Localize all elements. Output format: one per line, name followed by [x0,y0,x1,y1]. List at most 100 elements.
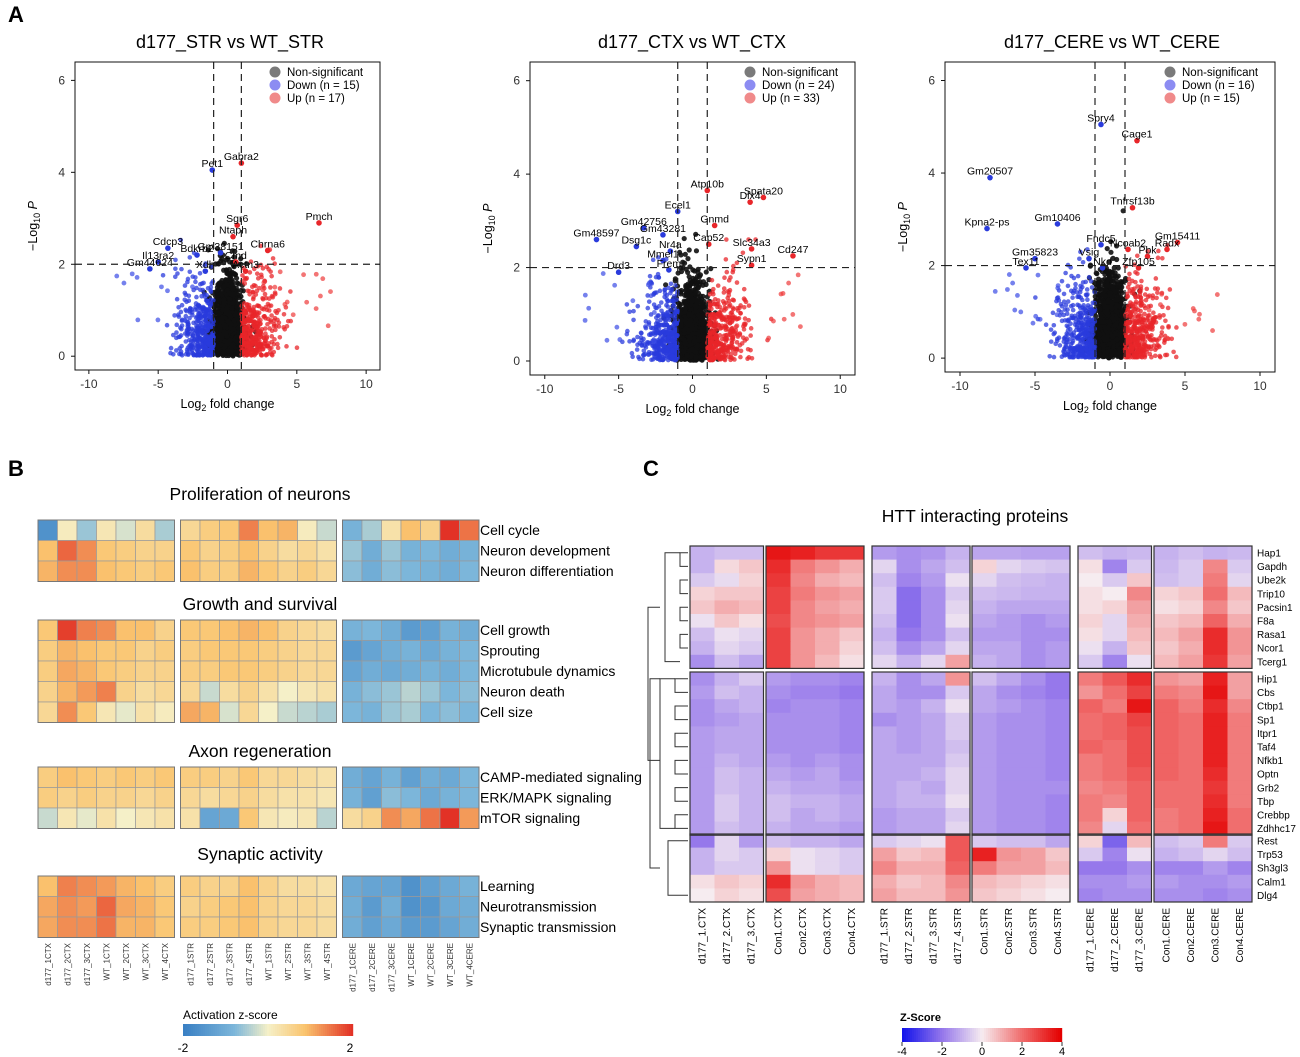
nonsig-point [229,305,235,311]
gene-label: Cdcp3 [153,236,184,248]
nonsig-point [227,274,233,280]
down-point [168,345,174,351]
legend-label: Non-significant [762,67,839,79]
down-point [645,305,651,311]
gene-label: Gm44624 [127,257,173,269]
x-tick-label: -5 [613,382,624,396]
down-point [189,326,195,332]
up-point [263,304,268,310]
nonsig-point [684,353,690,359]
gene-label: Slc34a3 [733,237,771,249]
legend-swatch [744,92,756,104]
down-point [170,351,176,357]
down-point [656,275,662,280]
up-point [246,324,252,329]
up-point [746,303,752,308]
up-point [239,318,245,323]
up-point [748,333,753,338]
legend-swatch [744,79,756,91]
down-point [662,287,668,292]
up-point [256,342,262,348]
up-point [263,331,268,336]
down-point [665,338,671,344]
nonsig-point [238,256,244,262]
y-tick-label: 4 [58,165,65,179]
nonsig-point [678,321,684,327]
down-point [662,294,667,300]
down-point [582,317,588,323]
x-tick-label: 10 [359,377,373,391]
nonsig-point [226,312,233,318]
up-point [719,341,724,347]
down-point [187,308,193,313]
nonsig-point [686,247,692,253]
down-point [121,280,127,286]
y-tick-label: 2 [58,257,65,271]
gene-label: Drd3 [607,260,630,272]
up-point [277,269,283,275]
up-point [786,280,792,286]
nonsig-point [217,324,223,330]
down-point [187,255,193,260]
up-point [247,318,252,324]
gene-label: Cd247 [777,244,808,256]
down-point [652,344,658,350]
nonsig-point [685,256,691,262]
up-point [325,323,331,329]
down-point [159,284,164,290]
up-point [270,256,276,261]
nonsig-point [681,260,688,266]
up-point [245,288,250,294]
down-point [165,288,170,294]
nonsig-point [685,269,691,276]
down-point [670,323,676,328]
volcano-title: d177_STR vs WT_STR [136,32,324,53]
nonsig-point [688,280,694,286]
nonsig-point [228,349,234,355]
down-point [187,269,193,275]
down-point [205,341,211,346]
up-point [711,345,717,350]
gene-label: Gm48597 [573,228,619,240]
gene-label: Pet1 [201,158,223,170]
up-point [284,344,289,349]
down-point [188,331,194,337]
nonsig-point [228,325,234,331]
gene-label: Ntaph [219,225,247,237]
up-point [722,336,728,342]
down-point [659,322,665,328]
nonsig-point [230,286,236,292]
down-point [164,322,170,328]
up-point [240,273,245,278]
nonsig-point [214,245,221,252]
up-point [272,261,277,266]
up-point [262,326,268,331]
volcano-plot-3: d177_CERE vs WT_CERESpry4Cage1Gm20507Tnf… [896,32,1276,415]
down-point [198,320,204,326]
nonsig-point [686,311,693,317]
down-point [656,313,662,318]
down-point [659,300,664,305]
up-point [732,357,737,362]
nonsig-point [708,266,714,272]
up-point [318,293,323,299]
nonsig-point [687,327,693,333]
down-point [193,279,198,285]
up-point [708,312,714,318]
up-point [736,316,742,321]
nonsig-point [231,254,237,260]
legend-label: Down (n = 24) [762,80,835,92]
up-point [719,307,724,313]
up-point [260,296,266,302]
up-point [257,349,263,354]
y-tick-label: 6 [58,73,65,87]
nonsig-point [701,318,707,325]
up-point [715,326,720,332]
down-point [668,281,674,287]
up-point [726,278,732,283]
gene-label: Cap52 [693,232,724,244]
down-point [208,352,214,358]
down-point [631,338,636,344]
up-point [716,348,721,354]
x-tick-label: 0 [224,377,231,391]
